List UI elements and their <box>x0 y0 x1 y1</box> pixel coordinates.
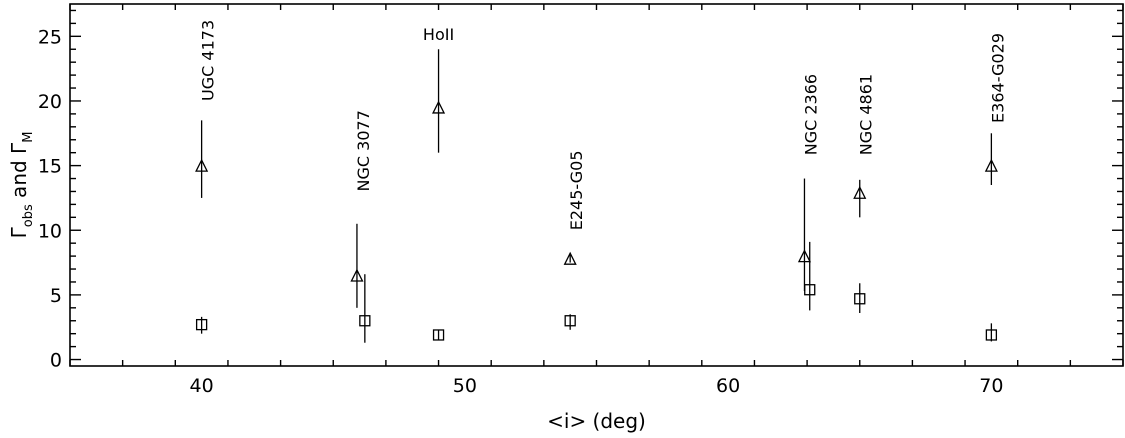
y-tick-label: 25 <box>38 26 62 48</box>
triangle-marker <box>853 185 867 199</box>
galaxy-label: NGC 4861 <box>857 74 876 155</box>
y-label-sub-m: M <box>21 132 36 143</box>
ticks: 40 50 60 70 0 5 10 15 20 25 <box>38 4 1124 397</box>
square-marker <box>854 293 866 305</box>
x-tick-label: 40 <box>190 375 214 397</box>
triangle-marker <box>350 268 364 282</box>
triangle-marker <box>431 100 446 114</box>
square-marker <box>804 284 816 296</box>
square-marker <box>985 329 998 341</box>
square-marker <box>432 329 445 341</box>
annotations: UGC 4173 NGC 3077 HoII E245-G05 NGC 2366 NGC … <box>199 20 1008 230</box>
galaxy-label: NGC 3077 <box>354 110 373 191</box>
y-tick-label: 10 <box>38 220 62 242</box>
y-tick-label: 5 <box>50 285 62 307</box>
square-marker <box>195 318 208 331</box>
galaxy-label: UGC 4173 <box>199 20 218 101</box>
x-tick-label: 50 <box>453 375 477 397</box>
data-points <box>195 100 998 341</box>
square-marker <box>359 315 371 327</box>
square-marker <box>564 315 576 327</box>
triangle-marker <box>563 251 577 265</box>
axes <box>69 3 1124 367</box>
y-tick-label: 0 <box>50 350 62 372</box>
galaxy-label: E364-G029 <box>988 33 1007 123</box>
y-label-and: and <box>7 154 31 204</box>
y-axis-label: Γobs and ΓM <box>7 132 36 239</box>
triangle-marker <box>797 249 812 263</box>
galaxy-label: NGC 2366 <box>801 74 820 155</box>
y-tick-label: 20 <box>38 91 62 113</box>
x-tick-label: 70 <box>979 375 1003 397</box>
y-label-gamma-m: Γ <box>7 142 31 154</box>
x-axis-label: <i> (deg) <box>547 409 646 433</box>
y-label-sub-obs: obs <box>21 204 36 227</box>
y-tick-label: 15 <box>38 156 62 178</box>
x-tick-label: 60 <box>716 375 740 397</box>
triangle-marker <box>984 158 998 172</box>
y-label-gamma-obs: Γ <box>7 226 31 238</box>
galaxy-label: E245-G05 <box>567 150 586 230</box>
galaxy-label: HoII <box>423 25 454 44</box>
plot-frame <box>69 3 1124 367</box>
triangle-marker <box>195 158 209 172</box>
